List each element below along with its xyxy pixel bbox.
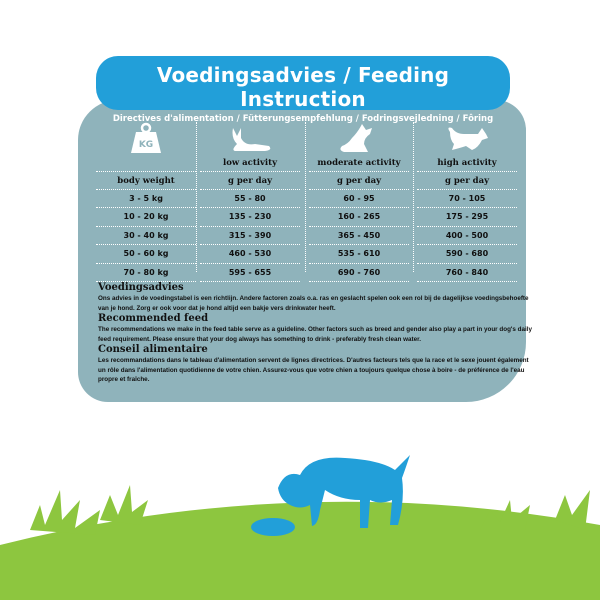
column-label: moderate activity xyxy=(309,154,409,172)
section-body: Ons advies in de voedingstabel is een ri… xyxy=(98,295,529,312)
table-cell: 10 - 20 kg xyxy=(96,208,196,227)
table-column: low activity g per day 55 - 80 135 - 230 315… xyxy=(200,122,300,282)
running-dog-icon xyxy=(417,122,517,154)
section-heading: Recommended feed xyxy=(98,313,209,324)
table-cell: 70 - 105 xyxy=(417,190,517,209)
table-cell: 70 - 80 kg xyxy=(96,264,196,282)
table-cell: 760 - 840 xyxy=(417,264,517,282)
table-cell: 55 - 80 xyxy=(200,190,300,209)
table-cell: 135 - 230 xyxy=(200,208,300,227)
column-divider xyxy=(196,122,197,272)
table-column: moderate activity g per day 60 - 95 160 - 2… xyxy=(309,122,409,282)
column-label: high activity xyxy=(417,154,517,172)
column-label: low activity xyxy=(200,154,300,172)
table-cell: 315 - 390 xyxy=(200,227,300,246)
column-divider xyxy=(413,122,414,272)
grass-tuft-icon xyxy=(30,490,100,535)
table-cell: 50 - 60 kg xyxy=(96,245,196,264)
table-column: high activity g per day 70 - 105 175 - 295 4… xyxy=(417,122,517,282)
column-label xyxy=(96,154,196,172)
table-cell: 590 - 680 xyxy=(417,245,517,264)
grass-tuft-icon xyxy=(100,485,148,525)
table-cell: 365 - 450 xyxy=(309,227,409,246)
table-cell: 690 - 760 xyxy=(309,264,409,282)
title-banner: Voedingsadvies / Feeding Instruction Dir… xyxy=(96,56,510,124)
table-cell: 60 - 95 xyxy=(309,190,409,209)
section-heading: Conseil alimentaire xyxy=(98,344,208,355)
section-heading: Voedingsadvies xyxy=(98,282,184,293)
column-unit: g per day xyxy=(200,172,300,190)
section-body: Les recommandations dans le tableau d'al… xyxy=(98,357,529,383)
table-column: KG body weight 3 - 5 kg 10 - 20 kg 30 - 40 k… xyxy=(96,122,196,282)
table-cell: 30 - 40 kg xyxy=(96,227,196,246)
column-unit: g per day xyxy=(309,172,409,190)
grass-tuft-icon xyxy=(480,500,530,530)
column-unit: body weight xyxy=(96,172,196,190)
grass-hill xyxy=(0,501,600,600)
advice-text: Voedingsadvies Ons advies in de voedings… xyxy=(98,282,538,385)
table-cell: 595 - 655 xyxy=(200,264,300,282)
page-title: Voedingsadvies / Feeding Instruction xyxy=(156,63,450,111)
section-body: The recommendations we make in the feed … xyxy=(98,326,533,343)
table-cell: 3 - 5 kg xyxy=(96,190,196,209)
kg-weight-icon: KG xyxy=(96,122,196,154)
table-cell: 160 - 265 xyxy=(309,208,409,227)
table-cell: 535 - 610 xyxy=(309,245,409,264)
table-cell: 400 - 500 xyxy=(417,227,517,246)
svg-text:KG: KG xyxy=(139,140,153,150)
sitting-dog-icon xyxy=(309,122,409,154)
column-unit: g per day xyxy=(417,172,517,190)
dog-eating-icon xyxy=(251,455,410,536)
lying-dog-icon xyxy=(200,122,300,154)
column-divider xyxy=(305,122,306,272)
page-subtitle: Directives d'alimentation / Fütterungsem… xyxy=(112,114,494,124)
table-cell: 460 - 530 xyxy=(200,245,300,264)
table-cell: 175 - 295 xyxy=(417,208,517,227)
grass-tuft-icon xyxy=(555,490,590,530)
